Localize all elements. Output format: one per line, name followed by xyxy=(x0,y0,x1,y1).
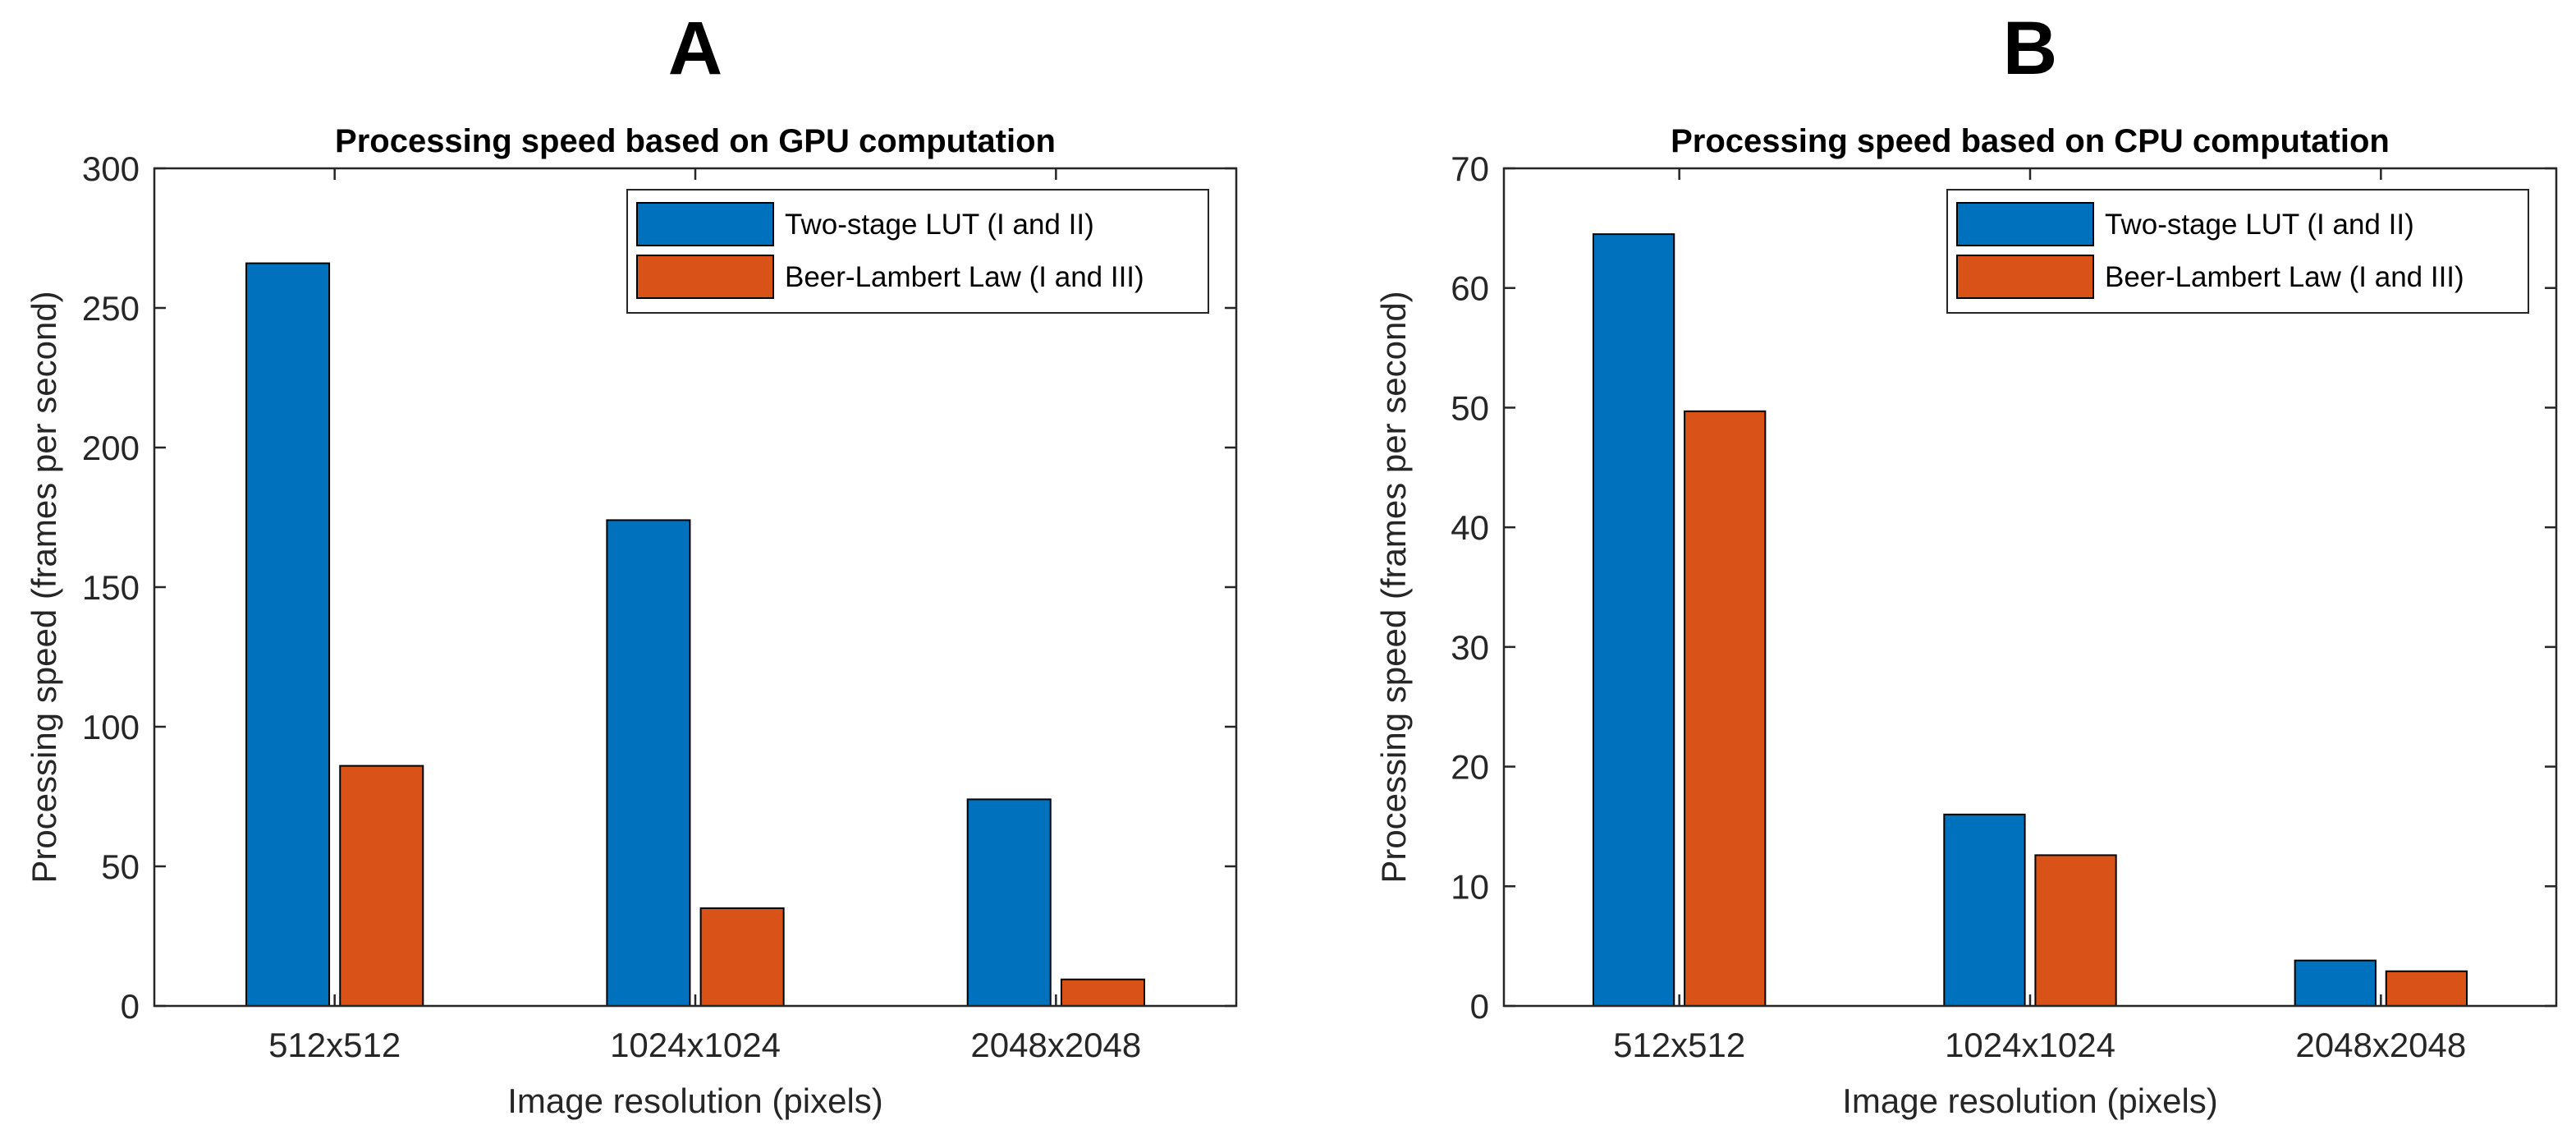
chart-title: Processing speed based on CPU computatio… xyxy=(1671,123,2390,159)
x-tick-label: 2048x2048 xyxy=(2295,1026,2466,1064)
bar-beer-lambert-2048x2048 xyxy=(2385,970,2468,1007)
y-tick-label: 0 xyxy=(121,987,140,1026)
y-tick-label: 100 xyxy=(82,708,140,746)
bar-beer-lambert-1024x1024 xyxy=(2034,854,2117,1008)
panel-letter: B xyxy=(2003,7,2057,90)
y-axis-label: Processing speed (frames per second) xyxy=(1374,291,1413,883)
legend-swatch-beer-lambert xyxy=(636,255,774,299)
legend: Two-stage LUT (I and II) Beer-Lambert Law… xyxy=(626,189,1209,314)
x-tick-label: 512x512 xyxy=(1613,1026,1745,1064)
x-axis-label: Image resolution (pixels) xyxy=(507,1081,883,1120)
legend-swatch-two-stage-lut xyxy=(636,202,774,246)
legend-label-beer-lambert: Beer-Lambert Law (I and III) xyxy=(785,261,1144,293)
legend-label-two-stage-lut: Two-stage LUT (I and II) xyxy=(785,209,1094,241)
y-tick-label: 0 xyxy=(1470,987,1489,1026)
legend-label-two-stage-lut: Two-stage LUT (I and II) xyxy=(2105,209,2414,241)
bar-two-stage-lut-512x512 xyxy=(245,262,331,1008)
x-tick-label: 2048x2048 xyxy=(970,1026,1141,1064)
y-tick-label: 50 xyxy=(1451,388,1489,427)
legend: Two-stage LUT (I and II) Beer-Lambert Law… xyxy=(1946,189,2529,314)
y-tick-label: 30 xyxy=(1451,628,1489,667)
y-tick-label: 40 xyxy=(1451,508,1489,547)
y-tick-label: 10 xyxy=(1451,867,1489,906)
bar-two-stage-lut-1024x1024 xyxy=(606,519,691,1007)
y-tick-label: 20 xyxy=(1451,748,1489,787)
bar-two-stage-lut-1024x1024 xyxy=(1943,813,2026,1007)
x-axis-label: Image resolution (pixels) xyxy=(1842,1081,2218,1120)
legend-swatch-two-stage-lut xyxy=(1956,202,2094,246)
x-tick-label: 1024x1024 xyxy=(1945,1026,2115,1064)
legend-label-beer-lambert: Beer-Lambert Law (I and III) xyxy=(2105,261,2464,293)
y-axis-label: Processing speed (frames per second) xyxy=(25,291,63,883)
y-tick-label: 200 xyxy=(82,429,140,467)
y-tick-label: 250 xyxy=(82,289,140,328)
bar-beer-lambert-2048x2048 xyxy=(1060,978,1145,1007)
y-tick-label: 70 xyxy=(1451,149,1489,188)
bar-two-stage-lut-2048x2048 xyxy=(2294,959,2377,1007)
panel-letter: A xyxy=(668,7,722,90)
x-tick-label: 1024x1024 xyxy=(610,1026,781,1064)
y-tick-label: 50 xyxy=(101,847,140,886)
y-tick-label: 150 xyxy=(82,568,140,607)
bar-beer-lambert-1024x1024 xyxy=(699,907,785,1007)
y-tick-label: 300 xyxy=(82,149,140,188)
legend-swatch-beer-lambert xyxy=(1956,255,2094,299)
bar-beer-lambert-512x512 xyxy=(1684,410,1767,1007)
chart-panel-b: B Processing speed based on CPU computati… xyxy=(1374,7,2558,1120)
bar-two-stage-lut-512x512 xyxy=(1592,233,1675,1007)
chart-title: Processing speed based on GPU computatio… xyxy=(335,123,1056,159)
x-tick-label: 512x512 xyxy=(268,1026,401,1064)
y-tick-label: 60 xyxy=(1451,269,1489,308)
bar-two-stage-lut-2048x2048 xyxy=(966,798,1052,1008)
bar-beer-lambert-512x512 xyxy=(339,765,424,1007)
chart-panel-a: A Processing speed based on GPU computati… xyxy=(25,7,1238,1120)
